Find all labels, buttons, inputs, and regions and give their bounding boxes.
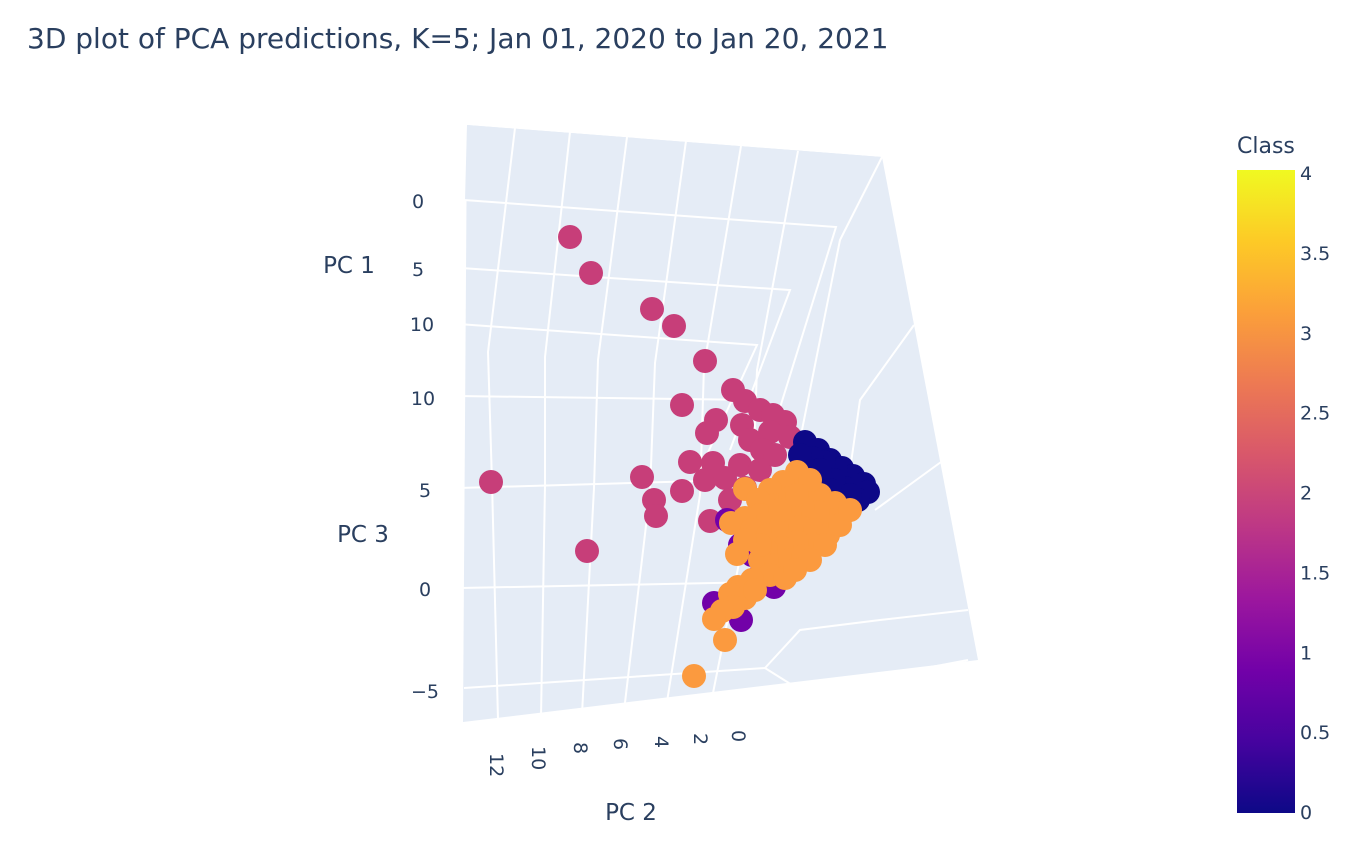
- colorbar-tick-label: 0: [1300, 802, 1312, 824]
- pc3-tick-label: 5: [419, 480, 431, 502]
- data-point-class-2: [662, 314, 686, 338]
- pc1-tick-label: 10: [410, 314, 434, 336]
- colorbar-tick-label: 2: [1300, 483, 1312, 505]
- data-point-class-3: [813, 533, 837, 557]
- colorbar-tick-label: 1.5: [1300, 562, 1330, 584]
- data-point-class-2: [763, 443, 787, 467]
- colorbar-gradient: [1237, 170, 1295, 813]
- data-point-class-2: [693, 468, 717, 492]
- data-point-class-3: [733, 528, 757, 552]
- data-point-class-2: [630, 465, 654, 489]
- pc1-axis-title: PC 1: [323, 253, 375, 279]
- data-point-class-3: [743, 578, 767, 602]
- pc2-axis-title: PC 2: [605, 800, 657, 826]
- data-point-class-3: [719, 511, 743, 535]
- colorbar-ticks: 4 3.5 3 2.5 2 1.5 1 0.5 0: [1300, 163, 1330, 824]
- data-point-class-2: [670, 393, 694, 417]
- colorbar-tick-label: 0.5: [1300, 722, 1330, 744]
- data-point-class-3: [702, 607, 726, 631]
- pc1-tick-label: 0: [412, 191, 424, 213]
- pc2-tick-label: 2: [689, 733, 711, 745]
- data-point-class-2: [644, 504, 668, 528]
- chart-title: 3D plot of PCA predictions, K=5; Jan 01,…: [27, 22, 889, 55]
- data-point-class-2: [670, 479, 694, 503]
- data-points: [479, 225, 880, 688]
- data-point-class-3: [682, 664, 706, 688]
- colorbar-tick-label: 2.5: [1300, 403, 1330, 425]
- pc1-axis: 0 5 10 PC 1: [323, 191, 434, 336]
- data-point-class-2: [558, 225, 582, 249]
- data-point-class-2: [579, 261, 603, 285]
- colorbar-tick-label: 3.5: [1300, 243, 1330, 265]
- pc3-tick-label: 0: [419, 579, 431, 601]
- data-point-class-2: [698, 509, 722, 533]
- floor-pane: [465, 125, 882, 240]
- pc2-tick-label: 6: [609, 738, 631, 750]
- colorbar-tick-label: 1: [1300, 642, 1312, 664]
- pc3-axis-title: PC 3: [337, 522, 389, 548]
- pc1-tick-label: 5: [412, 259, 424, 281]
- colorbar: Class 4 3.5 3 2.5 2 1.5 1 0.5 0: [1237, 134, 1330, 824]
- pc3-axis: 10 5 0 −5 PC 3: [337, 388, 439, 703]
- data-point-class-2: [758, 420, 782, 444]
- pc2-tick-label: 12: [485, 753, 507, 777]
- colorbar-tick-label: 3: [1300, 323, 1312, 345]
- pc2-tick-label: 8: [569, 742, 591, 754]
- data-point-class-2: [713, 466, 737, 490]
- pc3-tick-label: 10: [411, 388, 435, 410]
- data-point-class-2: [695, 421, 719, 445]
- data-point-class-2: [748, 458, 772, 482]
- pc2-tick-label: 0: [727, 730, 749, 742]
- colorbar-title: Class: [1237, 134, 1295, 159]
- data-point-class-3: [783, 558, 807, 582]
- colorbar-tick-label: 4: [1300, 163, 1312, 185]
- data-point-class-2: [693, 349, 717, 373]
- data-point-class-3: [713, 628, 737, 652]
- data-point-class-3: [838, 498, 862, 522]
- data-point-class-3: [785, 483, 809, 507]
- data-point-class-2: [678, 450, 702, 474]
- data-point-class-2: [640, 297, 664, 321]
- pc2-tick-label: 10: [527, 746, 549, 770]
- pc3-tick-label: −5: [411, 681, 439, 703]
- pc2-tick-label: 4: [650, 736, 672, 748]
- data-point-class-2: [479, 470, 503, 494]
- pc2-axis: 12 10 8 6 4 2 0 PC 2: [485, 730, 749, 826]
- data-point-class-3: [768, 498, 792, 522]
- data-point-class-2: [575, 539, 599, 563]
